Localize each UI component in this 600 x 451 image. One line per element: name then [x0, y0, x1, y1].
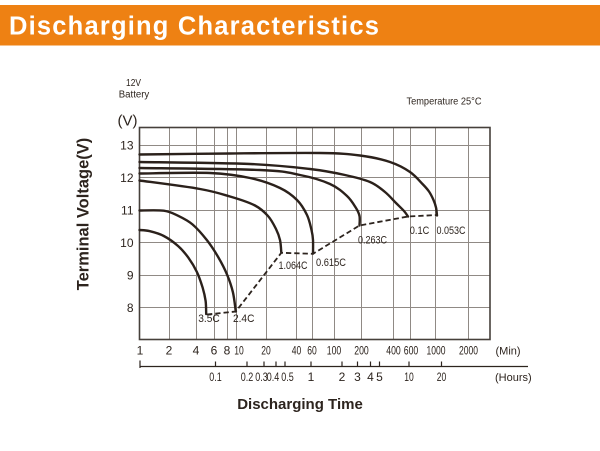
svg-text:10: 10 [404, 370, 414, 384]
svg-text:8: 8 [224, 344, 231, 358]
svg-text:Discharging Characteristics: Discharging Characteristics [9, 13, 380, 41]
svg-text:400: 400 [386, 344, 401, 358]
svg-text:0.5: 0.5 [281, 370, 294, 384]
svg-text:5: 5 [376, 370, 383, 384]
svg-text:0.4: 0.4 [267, 370, 280, 384]
svg-text:6: 6 [211, 344, 218, 358]
svg-text:(Hours): (Hours) [495, 372, 532, 384]
svg-text:20: 20 [437, 370, 447, 384]
svg-text:9: 9 [127, 269, 134, 283]
svg-text:2000: 2000 [459, 344, 478, 358]
svg-text:2: 2 [339, 370, 346, 384]
svg-text:1: 1 [137, 344, 144, 358]
svg-text:20: 20 [261, 344, 271, 358]
svg-text:1: 1 [308, 370, 315, 384]
svg-text:0.263C: 0.263C [358, 235, 387, 247]
svg-text:8: 8 [127, 301, 134, 315]
svg-text:10: 10 [120, 236, 134, 250]
svg-text:600: 600 [404, 344, 419, 358]
svg-text:100: 100 [327, 344, 342, 358]
svg-text:(V): (V) [118, 113, 138, 130]
svg-text:0.2: 0.2 [241, 370, 254, 384]
svg-text:0.3: 0.3 [255, 370, 268, 384]
svg-text:Battery: Battery [119, 90, 150, 101]
svg-text:12: 12 [120, 171, 134, 185]
svg-text:60: 60 [307, 344, 317, 358]
svg-text:1.064C: 1.064C [279, 260, 308, 272]
svg-text:Terminal Voltage(V): Terminal Voltage(V) [75, 138, 93, 291]
svg-text:Temperature 25°C: Temperature 25°C [407, 96, 482, 108]
svg-text:0.1C: 0.1C [410, 225, 430, 237]
svg-text:2.4C: 2.4C [233, 313, 255, 325]
svg-text:3.5C: 3.5C [198, 313, 220, 325]
svg-text:12V: 12V [126, 78, 141, 89]
svg-text:4: 4 [367, 370, 374, 384]
svg-text:4: 4 [193, 344, 200, 358]
svg-text:0.053C: 0.053C [437, 225, 466, 237]
svg-text:40: 40 [292, 344, 302, 358]
svg-text:200: 200 [354, 344, 369, 358]
svg-text:Discharging Time: Discharging Time [237, 396, 363, 413]
svg-text:2: 2 [166, 344, 173, 358]
svg-text:11: 11 [121, 204, 134, 218]
svg-text:(Min): (Min) [496, 346, 521, 358]
svg-text:1000: 1000 [427, 344, 446, 358]
svg-text:3: 3 [354, 370, 361, 384]
svg-text:13: 13 [120, 139, 134, 153]
svg-text:10: 10 [234, 344, 244, 358]
svg-text:0.615C: 0.615C [316, 257, 346, 269]
svg-text:0.1: 0.1 [209, 370, 222, 384]
